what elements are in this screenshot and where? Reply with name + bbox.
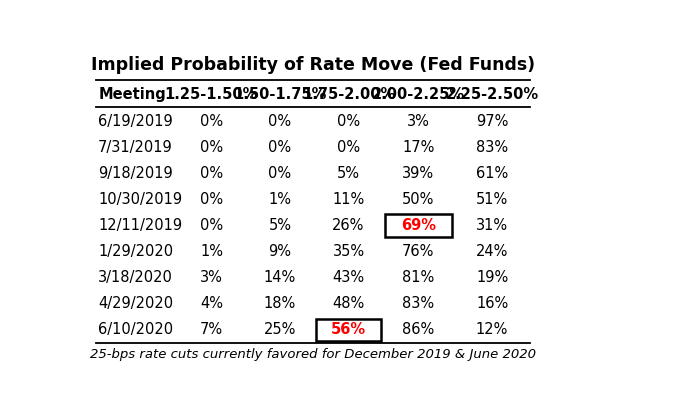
- Text: 1.75-2.00%: 1.75-2.00%: [302, 87, 395, 102]
- Text: 2.00-2.25%: 2.00-2.25%: [372, 87, 465, 102]
- Text: Meeting: Meeting: [98, 87, 166, 102]
- Text: 0%: 0%: [200, 166, 223, 181]
- Text: 0%: 0%: [269, 166, 292, 181]
- Text: 0%: 0%: [337, 114, 360, 128]
- Text: 97%: 97%: [476, 114, 508, 128]
- Text: 1%: 1%: [200, 244, 223, 259]
- Text: 48%: 48%: [333, 296, 364, 311]
- Bar: [316, 318, 381, 341]
- Text: 17%: 17%: [402, 140, 435, 155]
- Text: 14%: 14%: [264, 270, 296, 285]
- Text: 43%: 43%: [333, 270, 364, 285]
- Text: 10/30/2019: 10/30/2019: [98, 192, 182, 207]
- Text: 86%: 86%: [402, 322, 435, 337]
- Text: 81%: 81%: [402, 270, 435, 285]
- Text: 4/29/2020: 4/29/2020: [98, 296, 173, 311]
- Text: 11%: 11%: [333, 192, 364, 207]
- Text: 0%: 0%: [200, 218, 223, 233]
- Text: 5%: 5%: [269, 218, 292, 233]
- Text: 83%: 83%: [403, 296, 435, 311]
- Text: 12%: 12%: [476, 322, 508, 337]
- Text: 25-bps rate cuts currently favored for December 2019 & June 2020: 25-bps rate cuts currently favored for D…: [90, 348, 537, 361]
- Text: 9%: 9%: [269, 244, 292, 259]
- Text: 3/18/2020: 3/18/2020: [98, 270, 173, 285]
- Text: 16%: 16%: [476, 296, 508, 311]
- Text: 24%: 24%: [476, 244, 508, 259]
- Text: 69%: 69%: [401, 218, 436, 233]
- Text: 1.25-1.50%: 1.25-1.50%: [165, 87, 258, 102]
- Text: 3%: 3%: [200, 270, 223, 285]
- Text: 0%: 0%: [269, 140, 292, 155]
- Text: 19%: 19%: [476, 270, 508, 285]
- Text: 7%: 7%: [200, 322, 223, 337]
- Text: 50%: 50%: [402, 192, 435, 207]
- Text: 26%: 26%: [333, 218, 364, 233]
- Text: 5%: 5%: [337, 166, 360, 181]
- Text: 12/11/2019: 12/11/2019: [98, 218, 182, 233]
- Text: 56%: 56%: [331, 322, 366, 337]
- Text: 1/29/2020: 1/29/2020: [98, 244, 173, 259]
- Text: 51%: 51%: [476, 192, 508, 207]
- Text: 4%: 4%: [200, 296, 223, 311]
- Text: 18%: 18%: [264, 296, 296, 311]
- Text: 9/18/2019: 9/18/2019: [98, 166, 173, 181]
- Text: 1%: 1%: [269, 192, 292, 207]
- Text: 61%: 61%: [476, 166, 508, 181]
- Text: 6/10/2020: 6/10/2020: [98, 322, 173, 337]
- Text: 1.50-1.75%: 1.50-1.75%: [233, 87, 326, 102]
- Text: 76%: 76%: [402, 244, 435, 259]
- Text: 31%: 31%: [476, 218, 508, 233]
- Text: 0%: 0%: [200, 192, 223, 207]
- Text: Implied Probability of Rate Move (Fed Funds): Implied Probability of Rate Move (Fed Fu…: [91, 57, 535, 74]
- Bar: [385, 214, 452, 237]
- Text: 39%: 39%: [403, 166, 435, 181]
- Text: 0%: 0%: [337, 140, 360, 155]
- Text: 0%: 0%: [200, 140, 223, 155]
- Text: 0%: 0%: [200, 114, 223, 128]
- Text: 25%: 25%: [264, 322, 296, 337]
- Text: 6/19/2019: 6/19/2019: [98, 114, 173, 128]
- Text: 3%: 3%: [407, 114, 430, 128]
- Text: 0%: 0%: [269, 114, 292, 128]
- Text: 83%: 83%: [476, 140, 508, 155]
- Text: 7/31/2019: 7/31/2019: [98, 140, 173, 155]
- Text: 2.25-2.50%: 2.25-2.50%: [445, 87, 539, 102]
- Text: 35%: 35%: [333, 244, 364, 259]
